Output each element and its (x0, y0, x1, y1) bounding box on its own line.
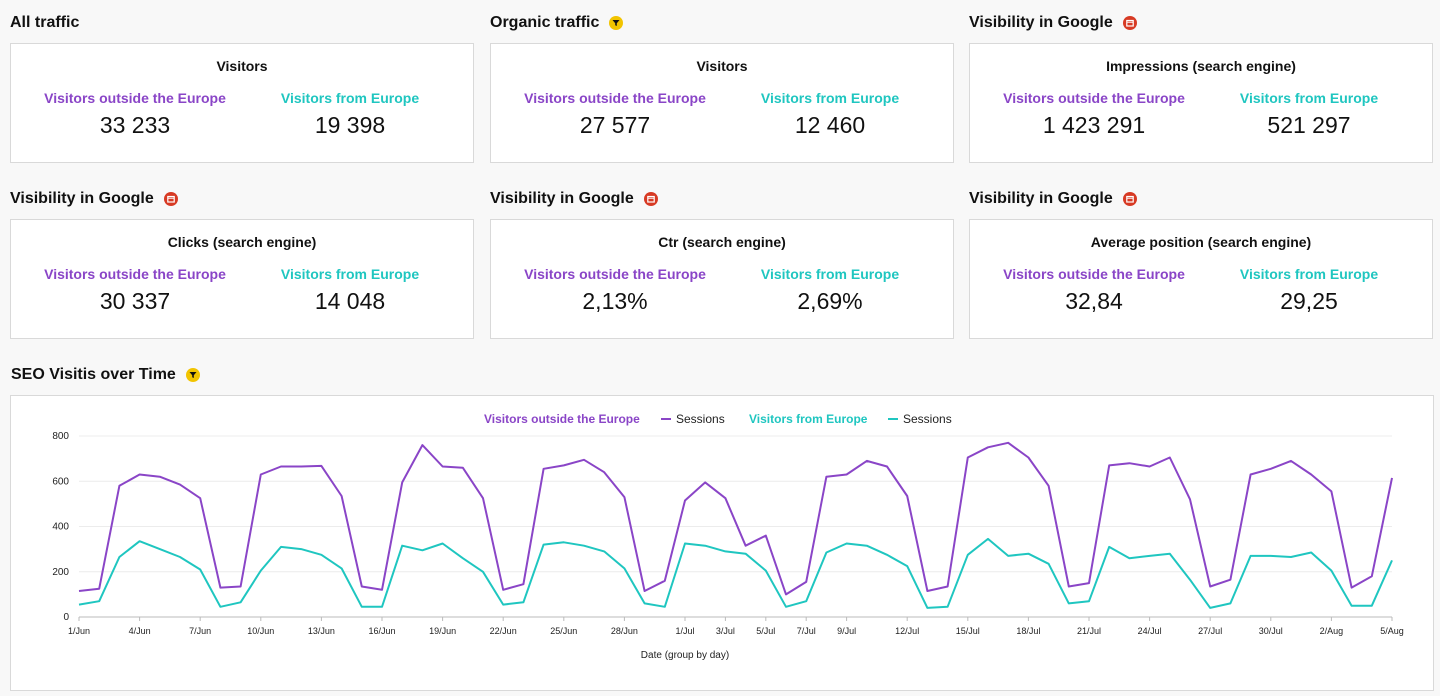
series-label-from-europe: Visitors from Europe (1239, 266, 1379, 282)
calendar-icon[interactable] (1122, 16, 1137, 30)
section-title-all-traffic: All traffic (10, 14, 80, 31)
legend-group-outside-europe[interactable]: Visitors outside the Europe (484, 412, 640, 426)
y-tick-label: 800 (52, 431, 69, 442)
metric-card-visitors-all: Visitors Visitors outside the Europe 33 … (10, 43, 474, 163)
metric-value-from-europe: 2,69% (797, 288, 863, 314)
series-label-outside-europe: Visitors outside the Europe (44, 90, 226, 106)
metric-value-from-europe: 521 297 (1267, 112, 1351, 138)
metric-card-clicks: Clicks (search engine) Visitors outside … (10, 219, 474, 339)
x-tick-label: 3/Jul (716, 626, 735, 636)
series-label-outside-europe: Visitors outside the Europe (524, 266, 706, 282)
series-label-from-europe: Visitors from Europe (280, 266, 420, 282)
x-tick-label: 19/Jun (429, 626, 456, 636)
calendar-icon[interactable] (643, 192, 658, 206)
series-label-from-europe: Visitors from Europe (1239, 90, 1379, 106)
series-label-from-europe: Visitors from Europe (760, 90, 900, 106)
x-tick-label: 10/Jun (247, 626, 274, 636)
metric-value-outside-europe: 32,84 (1065, 288, 1123, 314)
seo-visits-line-chart: 0 200 400 600 800 1/Jun 4/Jun 7/Jun 10/Jun 13/Ju… (52, 412, 1404, 661)
series-lines (78, 441, 1393, 609)
metric-value-outside-europe: 1 423 291 (1042, 112, 1146, 138)
section-title-visibility-google: Visibility in Google (10, 190, 178, 208)
chart-legend: Visitors outside the Europe Sessions Visit… (484, 412, 952, 426)
metric-card-visitors-organic: Visitors Visitors outside the Europe 27 … (490, 43, 954, 163)
series-label-outside-europe: Visitors outside the Europe (1003, 90, 1185, 106)
x-tick-label: 1/Jun (68, 626, 90, 636)
x-tick-label: 16/Jun (368, 626, 395, 636)
x-tick-label: 5/Jul (756, 626, 775, 636)
section-title-visibility-google: Visibility in Google (969, 14, 1137, 32)
x-tick-label: 7/Jun (189, 626, 211, 636)
x-tick-label: 28/Jun (611, 626, 638, 636)
section-title-visibility-google: Visibility in Google (490, 190, 658, 208)
x-tick-label: 4/Jun (129, 626, 151, 636)
x-tick-label: 13/Jun (308, 626, 335, 636)
card-title: Visitors (216, 58, 268, 74)
card-title: Impressions (search engine) (1106, 58, 1296, 74)
series-line-outside-europe[interactable] (78, 441, 1393, 596)
y-axis: 0 200 400 600 800 (52, 431, 69, 623)
x-tick-label: 1/Jul (675, 626, 694, 636)
metric-card-impressions: Impressions (search engine) Visitors out… (969, 43, 1433, 163)
legend-series-outside-europe[interactable]: Sessions (676, 412, 725, 426)
metric-value-outside-europe: 33 233 (99, 112, 171, 138)
series-label-from-europe: Visitors from Europe (280, 90, 420, 106)
section-title-organic-traffic: Organic traffic (490, 14, 624, 32)
metric-card-average-position: Average position (search engine) Visitor… (969, 219, 1433, 339)
x-axis-label: Date (group by day) (641, 650, 729, 661)
series-label-outside-europe: Visitors outside the Europe (1003, 266, 1185, 282)
series-label-outside-europe: Visitors outside the Europe (44, 266, 226, 282)
y-tick-label: 600 (52, 476, 69, 487)
card-title: Clicks (search engine) (167, 234, 317, 250)
card-title: Average position (search engine) (1090, 234, 1312, 250)
x-tick-label: 7/Jul (797, 626, 816, 636)
filter-icon[interactable] (185, 368, 200, 382)
x-tick-label: 9/Jul (837, 626, 856, 636)
x-axis: 1/Jun 4/Jun 7/Jun 10/Jun 13/Jun 16/Jun 19/Jun 2… (68, 617, 1404, 636)
seo-visits-chart-card: 0 200 400 600 800 1/Jun 4/Jun 7/Jun 10/Jun 13/Ju… (10, 395, 1434, 691)
metric-value-outside-europe: 27 577 (579, 112, 651, 138)
x-tick-label: 18/Jul (1016, 626, 1040, 636)
metric-value-from-europe: 12 460 (794, 112, 866, 138)
series-line-from-europe[interactable] (78, 537, 1393, 609)
series-label-outside-europe: Visitors outside the Europe (524, 90, 706, 106)
card-title: Visitors (696, 58, 748, 74)
calendar-icon[interactable] (1122, 192, 1137, 206)
metric-value-outside-europe: 2,13% (582, 288, 648, 314)
series-label-from-europe: Visitors from Europe (760, 266, 900, 282)
y-tick-label: 400 (52, 522, 69, 533)
x-tick-label: 22/Jun (490, 626, 517, 636)
x-tick-label: 12/Jul (895, 626, 919, 636)
metric-value-from-europe: 14 048 (314, 288, 386, 314)
section-title-visibility-google: Visibility in Google (969, 190, 1137, 208)
x-tick-label: 30/Jul (1259, 626, 1283, 636)
metric-value-outside-europe: 30 337 (99, 288, 171, 314)
legend-group-from-europe[interactable]: Visitors from Europe (749, 412, 868, 426)
x-tick-label: 27/Jul (1198, 626, 1222, 636)
y-tick-label: 0 (63, 612, 69, 623)
card-title: Ctr (search engine) (658, 234, 786, 250)
filter-icon[interactable] (609, 16, 624, 30)
metric-value-from-europe: 19 398 (314, 112, 386, 138)
x-tick-label: 21/Jul (1077, 626, 1101, 636)
x-tick-label: 2/Aug (1320, 626, 1344, 636)
metric-card-ctr: Ctr (search engine) Visitors outside the… (490, 219, 954, 339)
x-tick-label: 5/Aug (1380, 626, 1404, 636)
x-tick-label: 24/Jul (1138, 626, 1162, 636)
section-title-seo-visits: SEO Visitis over Time (11, 366, 200, 384)
y-tick-label: 200 (52, 567, 69, 578)
metric-value-from-europe: 29,25 (1280, 288, 1338, 314)
legend-series-from-europe[interactable]: Sessions (903, 412, 952, 426)
x-tick-label: 25/Jun (550, 626, 577, 636)
calendar-icon[interactable] (163, 192, 178, 206)
x-tick-label: 15/Jul (956, 626, 980, 636)
chart-grid (79, 435, 1392, 618)
